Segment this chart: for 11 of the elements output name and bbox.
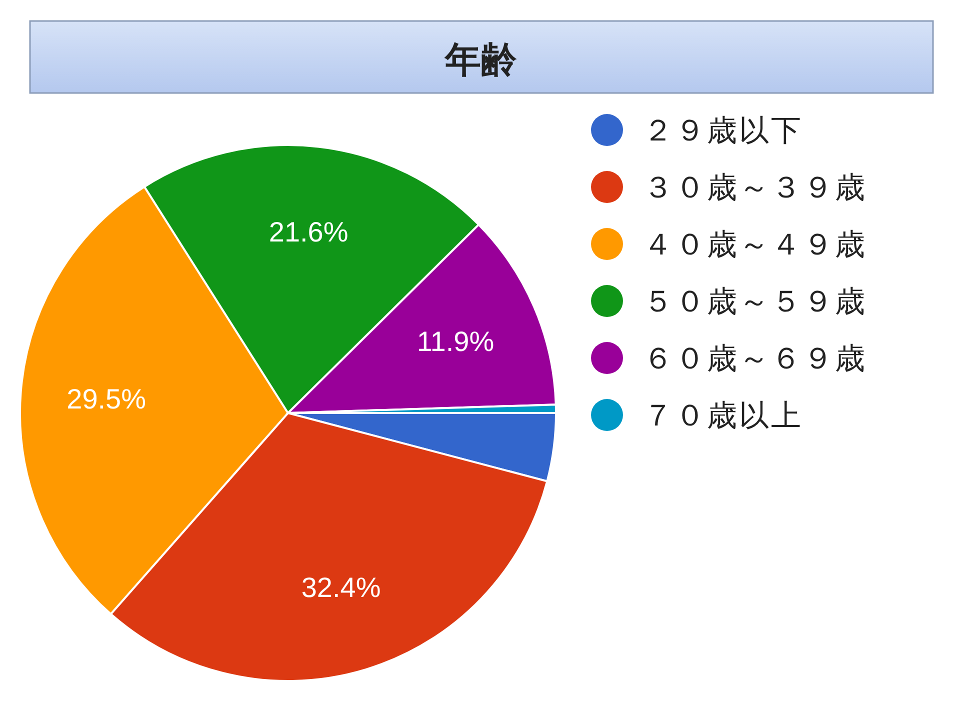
legend-label: ２９歳以下 xyxy=(643,114,803,148)
data-label: 21.6% xyxy=(268,216,348,248)
legend-label: ３０歳～３９歳 xyxy=(643,170,867,206)
legend-label: ５０歳～５９歳 xyxy=(643,284,867,320)
legend-label: ４０歳～４９歳 xyxy=(643,228,867,262)
legend-label: ７０歳以上 xyxy=(643,398,803,434)
data-label: 11.9% xyxy=(416,326,494,357)
data-label: 29.5% xyxy=(66,384,146,414)
data-label: 32.4% xyxy=(301,572,381,604)
chart-title: 年齢 xyxy=(444,40,517,81)
legend-label: ６０歳～６９歳 xyxy=(643,342,867,376)
